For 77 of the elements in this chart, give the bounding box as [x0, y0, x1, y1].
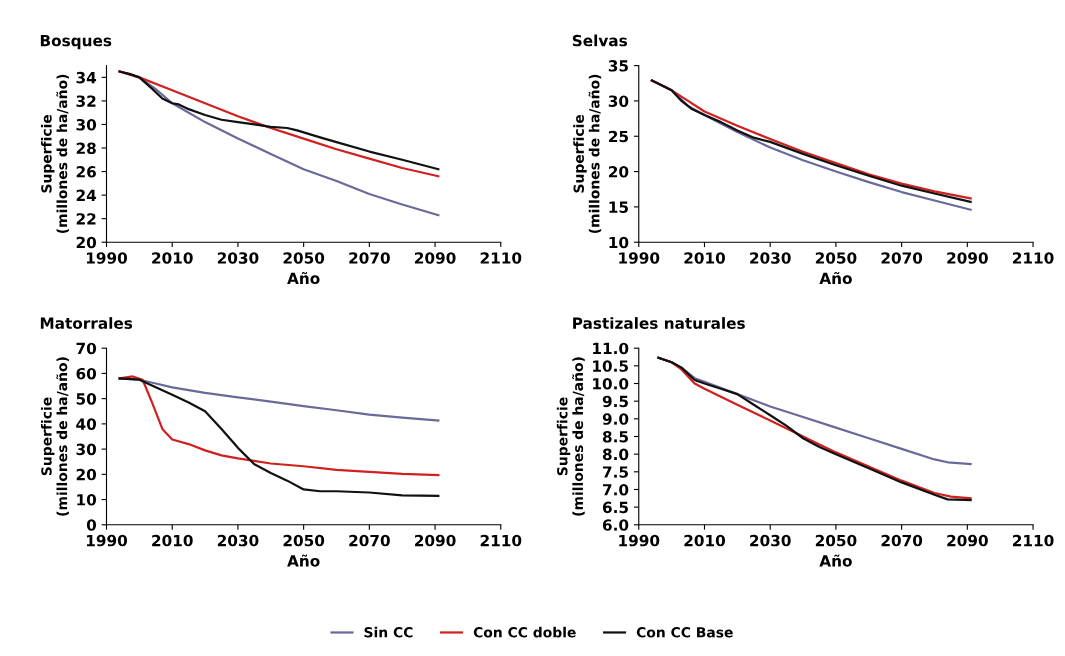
y-tick-label: 10 — [609, 236, 629, 249]
chart-title: Bosques — [40, 35, 112, 50]
y-axis-title: Superficie (millones de ha/año) — [40, 74, 69, 234]
y-tick-label: 35 — [608, 60, 628, 72]
x-tick-label: 1990 — [86, 534, 128, 547]
x-tick-label: 2090 — [947, 252, 988, 264]
y-tick-label: 10 — [77, 494, 97, 506]
x-axis-title: Año — [287, 272, 320, 285]
y-axis-title: Superficie (millones de ha/año) — [40, 357, 69, 516]
y-axis-title: Superficie (millones de ha/año) — [573, 74, 602, 234]
y-tick-label: 70 — [76, 342, 97, 355]
legend-label: Sin CC — [364, 626, 413, 638]
x-tick-label: 1990 — [619, 252, 660, 264]
x-tick-label: 2050 — [283, 534, 325, 547]
x-axis-title: Año — [287, 554, 320, 567]
y-tick-label: 11.0 — [593, 342, 629, 355]
x-tick-label: 2030 — [217, 252, 259, 264]
y-tick-label: 50 — [76, 393, 97, 405]
y-tick-label: 7.0 — [603, 483, 629, 496]
x-tick-label: 1990 — [619, 534, 660, 547]
chart-title: Pastizales naturales — [573, 317, 745, 329]
y-tick-label: 6.0 — [602, 519, 629, 531]
y-tick-label: 32 — [76, 95, 96, 107]
x-tick-label: 2010 — [684, 534, 726, 547]
x-tick-label: 2030 — [750, 534, 791, 547]
x-tick-label: 2010 — [684, 252, 726, 264]
x-tick-label: 2090 — [415, 534, 456, 547]
y-tick-label: 34 — [76, 71, 97, 84]
y-tick-label: 30 — [76, 443, 97, 456]
y-tick-label: 25 — [609, 130, 628, 143]
y-tick-label: 22 — [76, 213, 96, 225]
x-tick-label: 2050 — [283, 252, 325, 264]
x-tick-label: 2010 — [152, 534, 193, 547]
x-tick-label: 2070 — [881, 252, 923, 264]
x-tick-label: 2110 — [1013, 534, 1054, 547]
legend-label: Con CC doble — [473, 626, 576, 638]
x-axis-title: Año — [819, 554, 852, 567]
x-tick-label: 2070 — [349, 534, 390, 547]
y-tick-label: 20 — [76, 236, 97, 249]
y-tick-label: 0 — [86, 519, 97, 531]
y-tick-label: 20 — [76, 468, 97, 481]
x-tick-label: 2070 — [349, 252, 390, 264]
y-tick-label: 8.5 — [602, 430, 628, 443]
x-tick-label: 2030 — [217, 534, 259, 547]
y-tick-label: 6.5 — [602, 501, 628, 514]
y-tick-label: 9.5 — [602, 395, 628, 408]
x-tick-label: 2110 — [480, 252, 522, 264]
y-tick-label: 10.0 — [593, 377, 629, 390]
y-tick-label: 15 — [609, 201, 628, 213]
y-tick-label: 7.5 — [603, 466, 628, 478]
x-tick-label: 2090 — [415, 252, 456, 264]
x-tick-label: 2110 — [480, 534, 522, 547]
y-tick-label: 40 — [76, 418, 97, 430]
x-tick-label: 2110 — [1013, 252, 1054, 264]
x-tick-label: 2010 — [152, 252, 193, 264]
y-tick-label: 10.5 — [593, 360, 628, 372]
chart-title: Matorrales — [40, 317, 133, 329]
x-tick-label: 2030 — [750, 252, 791, 264]
x-tick-label: 2070 — [881, 534, 923, 547]
y-tick-label: 24 — [76, 189, 97, 201]
line-series — [118, 377, 440, 497]
y-tick-label: 30 — [608, 95, 629, 107]
x-tick-label: 2050 — [815, 252, 857, 264]
x-axis-title: Año — [819, 272, 852, 285]
y-tick-label: 26 — [76, 166, 96, 178]
x-tick-label: 1990 — [86, 252, 128, 264]
legend-label: Con CC Base — [636, 627, 733, 638]
y-tick-label: 60 — [76, 367, 97, 380]
chart-title: Selvas — [572, 34, 627, 47]
y-tick-label: 20 — [609, 166, 629, 178]
y-tick-label: 8.0 — [602, 448, 629, 461]
x-tick-label: 2050 — [815, 534, 857, 547]
x-tick-label: 2090 — [947, 534, 988, 547]
y-axis-title: Superficie (millones de ha/año) — [556, 357, 585, 516]
y-tick-label: 28 — [76, 142, 96, 155]
y-tick-label: 30 — [76, 118, 97, 131]
y-tick-label: 9.0 — [602, 413, 629, 425]
